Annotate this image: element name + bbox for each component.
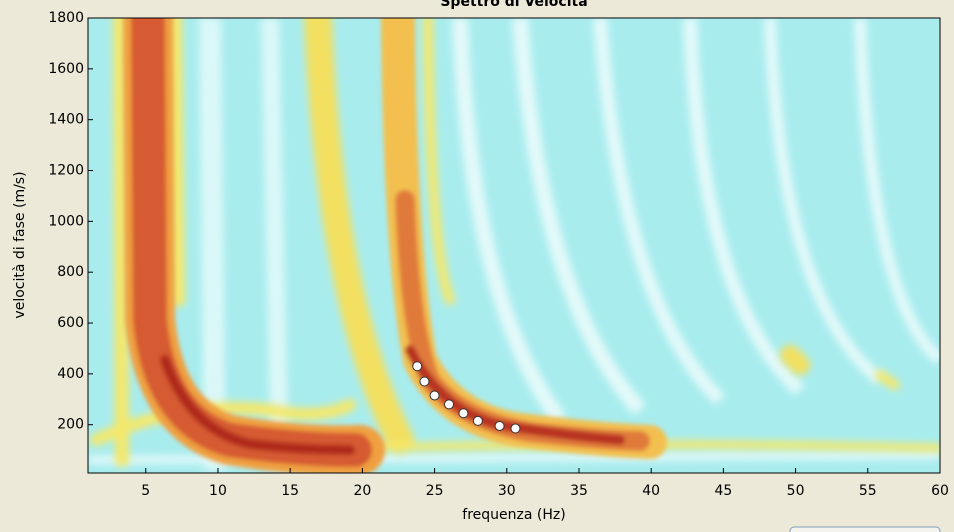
x-tick-label: 45: [714, 483, 732, 499]
heatmap: [88, 18, 940, 473]
point: [429, 390, 440, 401]
x-tick-label: 15: [281, 483, 299, 499]
y-tick-label: 1000: [48, 213, 84, 229]
point: [458, 408, 469, 419]
y-tick-label: 1800: [48, 10, 84, 26]
x-tick-label: 25: [426, 483, 444, 499]
x-tick-label: 60: [931, 483, 949, 499]
x-tick-label: 10: [209, 483, 227, 499]
y-tick-label: 800: [57, 264, 84, 280]
x-tick-label: 30: [498, 483, 516, 499]
x-tick-label: 50: [787, 483, 805, 499]
point: [494, 420, 505, 431]
y-tick-label: 1400: [48, 112, 84, 128]
y-tick-label: 600: [57, 315, 84, 331]
button[interactable]: [789, 526, 941, 532]
point: [444, 399, 455, 410]
y-tick-label: 1200: [48, 163, 84, 179]
x-axis-label: frequenza (Hz): [462, 507, 565, 523]
x-tick-label: 40: [642, 483, 660, 499]
point: [419, 376, 430, 387]
x-tick-label: 55: [859, 483, 877, 499]
y-axis-label: velocità di fase (m/s): [12, 171, 28, 318]
chart-title: Spettro di Velocità: [440, 0, 587, 10]
point: [472, 415, 483, 426]
point: [510, 423, 521, 434]
y-tick-label: 1600: [48, 61, 84, 77]
x-tick-label: 35: [570, 483, 588, 499]
point: [412, 361, 423, 372]
y-tick-label: 200: [57, 417, 84, 433]
x-tick-label: 5: [141, 483, 150, 499]
y-tick-label: 400: [57, 366, 84, 382]
x-tick-label: 20: [353, 483, 371, 499]
plot-frame: [87, 17, 941, 474]
